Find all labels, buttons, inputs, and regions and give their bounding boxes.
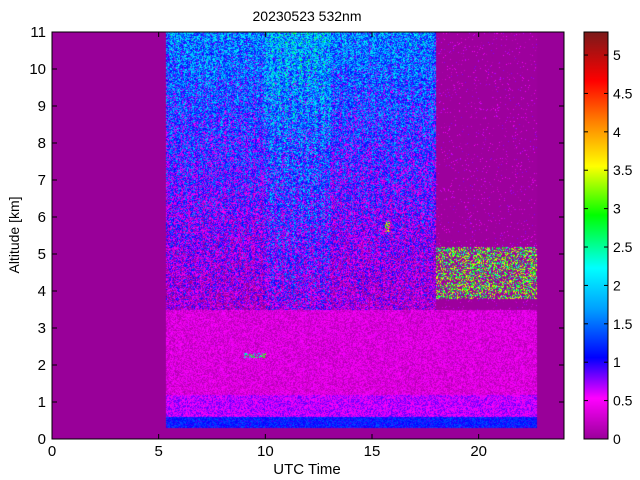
colorbar-tick-label: 1.5 — [613, 316, 633, 332]
plot-frame — [51, 31, 565, 440]
y-tick-label: 3 — [38, 320, 46, 337]
colorbar-gradient — [583, 31, 609, 440]
chart-title: 20230523 532nm — [253, 8, 362, 24]
y-tick-label: 4 — [38, 283, 46, 300]
colorbar-tick-label: 2 — [613, 277, 621, 293]
x-tick-label: 15 — [364, 443, 381, 460]
x-axis-ticks: 0 5 10 15 20 — [48, 32, 487, 460]
colorbar-tick-label: 5 — [613, 47, 621, 63]
y-tick-label: 0 — [38, 431, 46, 448]
y-axis-ticks: 0 1 2 3 4 5 6 7 8 9 10 11 — [29, 24, 564, 448]
x-tick-label: 5 — [154, 443, 162, 460]
colorbar-tick-label: 2.5 — [613, 239, 633, 255]
plot-area: 0 5 10 15 20 0 1 2 3 4 5 6 7 8 9 10 11 — [29, 24, 565, 460]
colorbar-ticks: 0 0.5 1 1.5 2 2.5 3 3.5 4 4.5 5 — [584, 47, 633, 447]
colorbar-tick-label: 0 — [613, 431, 621, 447]
y-tick-label: 5 — [38, 246, 46, 263]
colorbar-tick-label: 4.5 — [613, 85, 633, 101]
y-tick-label: 9 — [38, 98, 46, 115]
colorbar-tick-label: 4 — [613, 124, 621, 140]
y-tick-label: 1 — [38, 394, 46, 411]
backscatter-heatmap — [52, 32, 564, 439]
y-tick-label: 11 — [30, 24, 46, 41]
colorbar-tick-label: 3.5 — [613, 162, 633, 178]
y-tick-label: 6 — [38, 209, 46, 226]
y-axis-label: Altitude [km] — [6, 196, 22, 273]
y-tick-label: 10 — [29, 61, 46, 78]
colorbar-tick-label: 0.5 — [613, 393, 633, 409]
colorbar-tick-label: 1 — [613, 354, 621, 370]
x-axis-label: UTC Time — [273, 461, 341, 478]
x-tick-label: 0 — [48, 443, 56, 460]
y-tick-label: 8 — [38, 135, 46, 152]
colorbar: 0 0.5 1 1.5 2 2.5 3 3.5 4 4.5 5 — [583, 31, 633, 447]
y-tick-label: 2 — [38, 357, 46, 374]
x-tick-label: 10 — [257, 443, 274, 460]
colorbar-tick-label: 3 — [613, 201, 621, 217]
x-tick-label: 20 — [470, 443, 487, 460]
y-tick-label: 7 — [38, 172, 46, 189]
